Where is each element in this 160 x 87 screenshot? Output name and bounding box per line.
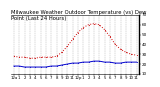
Text: Milwaukee Weather Outdoor Temperature (vs) Dew Point (Last 24 Hours): Milwaukee Weather Outdoor Temperature (v… bbox=[11, 10, 147, 21]
